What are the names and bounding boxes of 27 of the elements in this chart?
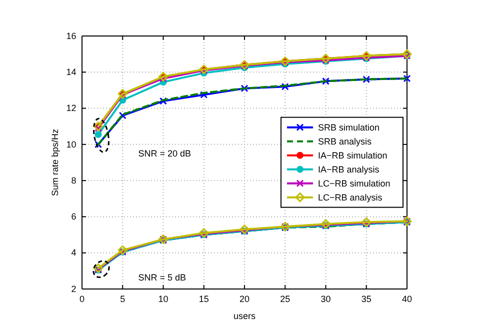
legend-label: SRB analysis [318, 136, 372, 146]
x-tick-label: 30 [320, 294, 331, 304]
legend-label: SRB simulation [318, 122, 380, 132]
x-tick-label: 15 [198, 294, 209, 304]
y-tick-label: 4 [71, 248, 76, 258]
y-tick-label: 12 [66, 103, 76, 114]
x-axis-title: users [233, 311, 256, 321]
annotation: SNR = 20 dB [138, 148, 192, 159]
y-tick-label: 6 [71, 212, 76, 222]
y-tick-label: 8 [71, 175, 76, 186]
x-tick-label: 25 [280, 294, 290, 304]
x-tick-label: 20 [239, 294, 250, 304]
y-tick-label: 10 [66, 139, 76, 150]
y-axis-title: Sum rate bps/Hz [50, 128, 60, 196]
annotation: SNR = 5 dB [138, 272, 186, 282]
legend-label: LC−RB analysis [318, 192, 383, 202]
legend-label: IA−RB simulation [318, 150, 388, 160]
x-tick-label: 10 [158, 294, 168, 304]
legend-label: LC−RB simulation [318, 178, 390, 188]
legend-label: IA−RB analysis [318, 164, 380, 174]
x-tick-label: 0 [79, 294, 85, 304]
x-tick-label: 35 [361, 294, 372, 304]
x-tick-label: 40 [402, 294, 412, 304]
x-tick-label: 5 [120, 294, 126, 304]
y-tick-label: 2 [71, 284, 76, 294]
y-tick-label: 16 [66, 30, 76, 41]
y-tick-label: 14 [66, 67, 76, 78]
